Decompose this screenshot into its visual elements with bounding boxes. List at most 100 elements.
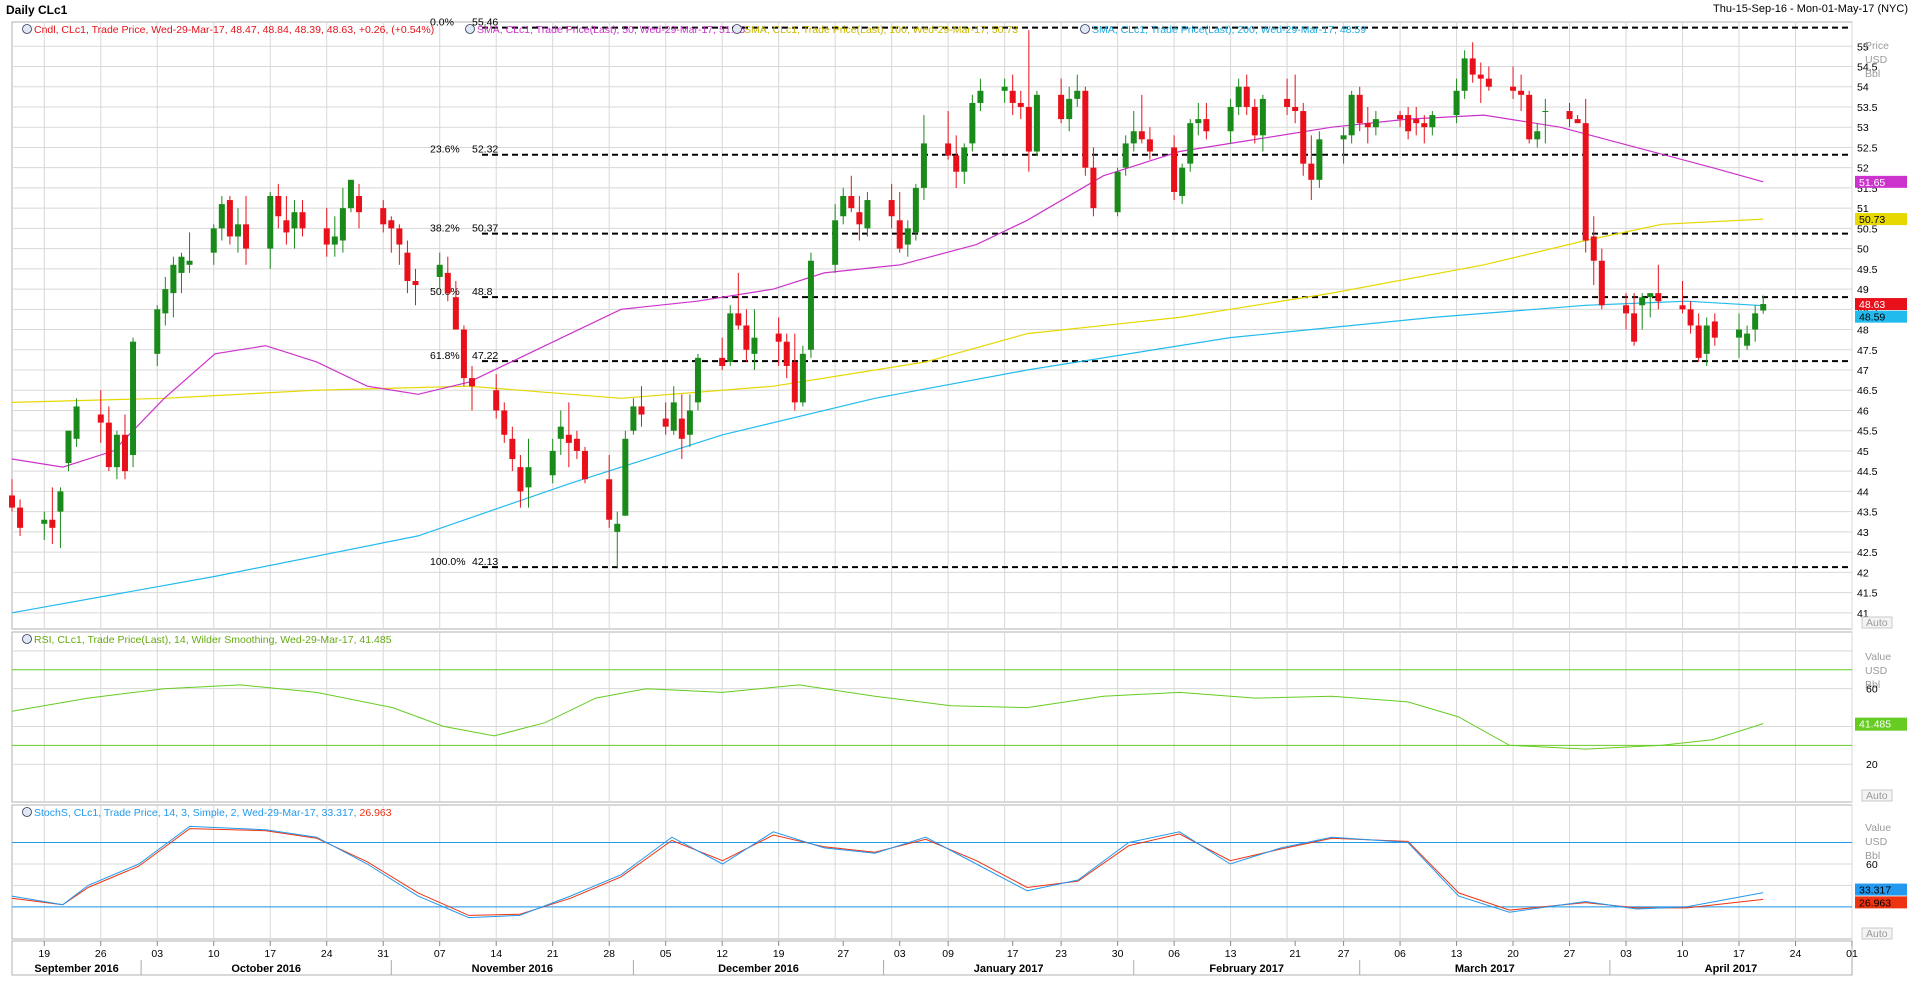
legend-toggle-icon[interactable] — [1080, 24, 1090, 34]
candle-body — [299, 212, 306, 229]
price-tick-label: 52.5 — [1857, 142, 1878, 154]
candle-body — [622, 438, 629, 516]
price-tick-label: 53 — [1857, 122, 1869, 134]
price-tick-label: 46 — [1857, 405, 1869, 417]
month-label: February 2017 — [1209, 963, 1284, 975]
stoch-panel: StochS, CLc1, Trade Price, 14, 3, Simple… — [11, 807, 1907, 940]
day-tick-label: 09 — [942, 948, 954, 960]
candle-body — [41, 519, 48, 524]
candle-body — [356, 196, 363, 213]
price-tick-label: 49 — [1857, 284, 1869, 296]
sma200-legend: SMA, CLc1, Trade Price(Last), 200, Wed-2… — [1092, 24, 1366, 36]
candle-body — [783, 341, 790, 366]
candle-body — [267, 196, 274, 249]
rsi-auto-scale-button[interactable] — [1861, 789, 1893, 802]
day-tick-label: 24 — [321, 948, 333, 960]
candle-body — [1203, 119, 1210, 132]
auto-scale-button[interactable] — [1861, 616, 1893, 629]
day-tick-label: 19 — [773, 948, 785, 960]
candle-body — [517, 467, 524, 492]
rsi-axis-header-currency: USD — [1865, 665, 1888, 677]
candle-body — [743, 325, 750, 350]
candle-body — [9, 495, 15, 508]
candle-body — [1074, 90, 1081, 99]
candle-body — [1598, 260, 1605, 306]
rsi-line — [11, 684, 1764, 750]
candle-body — [840, 196, 847, 217]
legend-toggle-icon[interactable] — [732, 24, 742, 34]
day-tick-label: 17 — [1007, 948, 1019, 960]
day-tick-label: 27 — [1338, 948, 1350, 960]
candle-body — [1316, 139, 1323, 180]
candle-body — [469, 378, 475, 387]
candle-body — [1195, 119, 1202, 124]
candle-body — [1518, 90, 1525, 95]
day-tick-label: 14 — [490, 948, 502, 960]
candle-body — [1752, 313, 1759, 330]
candle-body — [1033, 94, 1040, 152]
price-tick-label: 42.5 — [1857, 547, 1878, 559]
price-tick-label: 52 — [1857, 163, 1869, 175]
candle-body — [920, 143, 927, 188]
last-value-tag — [1855, 310, 1907, 323]
stoch-auto-label: Auto — [1866, 928, 1888, 940]
day-tick-label: 10 — [1677, 948, 1689, 960]
day-tick-label: 13 — [1451, 948, 1463, 960]
day-tick-label: 26 — [95, 948, 107, 960]
candle-body — [186, 260, 193, 265]
candlestick-series — [9, 30, 1767, 569]
candle-body — [73, 406, 80, 439]
candle-body — [412, 280, 419, 286]
fib-percent-label: 38.2% — [430, 223, 460, 235]
chart-title: Daily CLc1 — [6, 3, 68, 17]
axis-header-price: Price — [1865, 40, 1889, 52]
candle-body — [1397, 115, 1404, 120]
candle-body — [1017, 102, 1024, 107]
price-tick-label: 50.5 — [1857, 223, 1878, 235]
candle-body — [97, 414, 104, 423]
month-label: November 2016 — [472, 963, 553, 975]
legend-toggle-icon[interactable] — [22, 807, 32, 817]
candle-body — [17, 507, 24, 528]
candle-body — [1574, 119, 1581, 124]
candle-body — [1146, 139, 1153, 152]
legend-toggle-icon[interactable] — [22, 24, 32, 34]
candle-body — [606, 479, 613, 520]
candle-body — [565, 434, 572, 443]
title-bar: Daily CLc1 Thu-15-Sep-16 - Mon-01-May-17… — [0, 0, 1916, 20]
candle-body — [380, 208, 387, 225]
candle-body — [1623, 305, 1630, 314]
candle-body — [1364, 123, 1371, 128]
price-tick-label: 46.5 — [1857, 385, 1878, 397]
day-tick-label: 21 — [547, 948, 559, 960]
fib-percent-label: 23.6% — [430, 144, 460, 156]
candle-body — [1510, 86, 1517, 91]
rsi-auto-label: Auto — [1866, 790, 1888, 802]
candle-body — [1227, 106, 1234, 132]
fib-price-label: 47.22 — [472, 350, 498, 362]
candle-body — [347, 179, 354, 209]
legend-toggle-icon[interactable] — [465, 24, 475, 34]
candle-body — [1348, 94, 1355, 136]
price-tick-label: 54.5 — [1857, 62, 1878, 74]
candle-body — [218, 204, 225, 229]
candle-body — [1413, 119, 1420, 124]
fib-percent-label: 0.0% — [430, 17, 454, 29]
stoch-last-value-text: 26.963 — [1859, 897, 1891, 909]
candle-body — [1308, 163, 1315, 180]
stoch-auto-scale-button[interactable] — [1861, 927, 1893, 940]
day-tick-label: 01 — [1846, 948, 1858, 960]
legend-toggle-icon[interactable] — [22, 634, 32, 644]
candle-body — [65, 430, 72, 464]
candle-body — [1122, 143, 1129, 168]
candle-body — [751, 337, 758, 354]
candle-body — [291, 212, 298, 229]
price-tick-label: 41.5 — [1857, 588, 1878, 600]
price-tick-label: 55 — [1857, 41, 1869, 53]
price-tick-label: 45 — [1857, 446, 1869, 458]
candle-body — [1058, 94, 1065, 120]
candle-body — [1259, 98, 1266, 136]
candle-body — [1130, 131, 1137, 144]
